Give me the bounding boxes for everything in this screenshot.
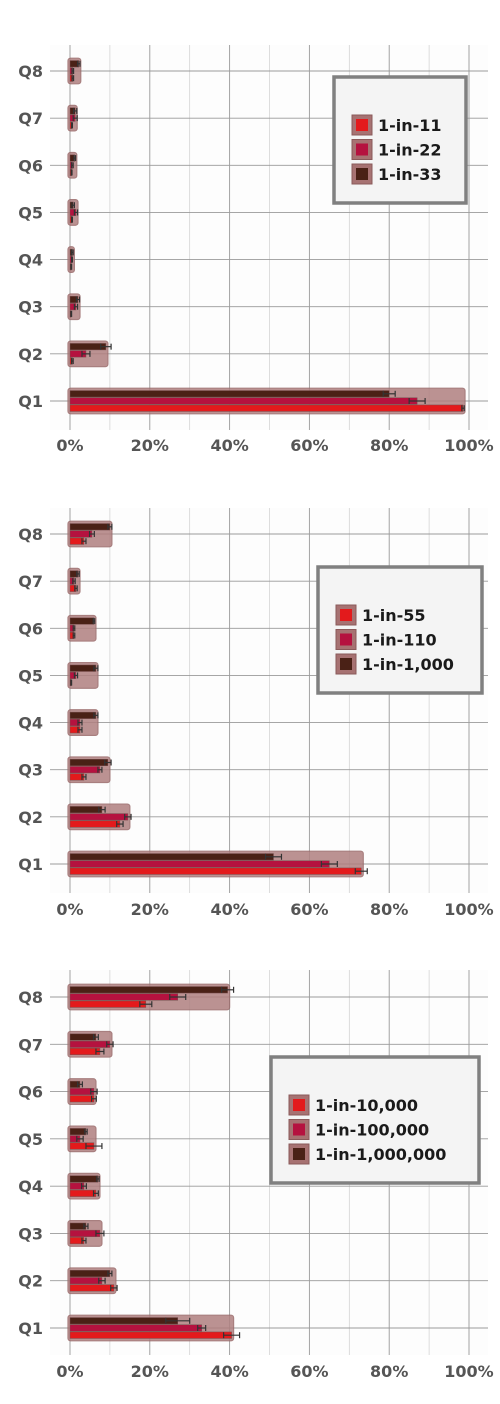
bar-1-in-10,000 xyxy=(69,1095,95,1103)
x-tick-label: 20% xyxy=(131,1362,169,1381)
bar-1-in-1,000,000 xyxy=(69,1270,111,1278)
bar-1-in-10,000 xyxy=(69,1331,232,1339)
y-tick-label: Q5 xyxy=(18,203,43,222)
x-tick-label: 40% xyxy=(210,1362,248,1381)
bar-1-in-100,000 xyxy=(69,1277,103,1285)
y-tick-label: Q6 xyxy=(18,156,43,175)
bar-1-in-33 xyxy=(69,390,390,398)
bar-1-in-110 xyxy=(69,813,129,821)
legend-swatch xyxy=(293,1148,305,1160)
bar-1-in-1,000 xyxy=(69,664,97,672)
bar-1-in-1,000 xyxy=(69,806,103,814)
bar-1-in-1,000,000 xyxy=(69,1175,99,1183)
bar-1-in-1,000 xyxy=(69,759,109,767)
bar-1-in-10,000 xyxy=(69,1284,115,1292)
legend-label: 1-in-11 xyxy=(378,116,442,135)
y-tick-label: Q2 xyxy=(18,1272,43,1291)
legend-swatch xyxy=(356,143,368,156)
bar-1-in-100,000 xyxy=(69,1324,202,1332)
bar-1-in-1,000,000 xyxy=(69,1317,178,1325)
bar-1-in-1,000 xyxy=(69,617,95,625)
y-tick-label: Q1 xyxy=(18,392,43,411)
x-tick-label: 80% xyxy=(370,436,408,455)
y-tick-label: Q8 xyxy=(18,988,43,1007)
x-tick-label: 80% xyxy=(370,900,408,919)
legend-label: 1-in-22 xyxy=(378,141,442,160)
x-tick-label: 20% xyxy=(131,436,169,455)
x-tick-label: 20% xyxy=(131,900,169,919)
legend-swatch xyxy=(340,609,352,621)
legend-swatch xyxy=(340,658,352,670)
y-tick-label: Q6 xyxy=(18,619,43,638)
y-tick-label: Q5 xyxy=(18,1130,43,1149)
chart-panel-1: Q1 Q2 Q3 Q4 Q5 Q6 Q7 Q8 0% 20% 40% 60% 80% 100% 1-in-1… xyxy=(18,45,494,455)
y-tick-label: Q6 xyxy=(18,1083,43,1102)
bar-1-in-1,000,000 xyxy=(69,1033,97,1041)
bar-1-in-55 xyxy=(69,867,362,875)
legend-label: 1-in-1,000,000 xyxy=(315,1145,446,1164)
y-tick-label: Q2 xyxy=(18,808,43,827)
x-tick-label: 60% xyxy=(290,1362,328,1381)
y-tick-label: Q8 xyxy=(18,62,43,81)
chart-panel-3: Q1 Q2 Q3 Q4 Q5 Q6 Q7 Q8 0% 20% 40% 60% 80% 100% 1-in-1… xyxy=(18,970,494,1381)
bar-1-in-10,000 xyxy=(69,1000,147,1008)
bar-1-in-100,000 xyxy=(69,993,178,1001)
y-tick-label: Q8 xyxy=(18,525,43,544)
y-tick-label: Q7 xyxy=(18,1035,43,1054)
x-tick-label: 60% xyxy=(290,436,328,455)
legend-swatch xyxy=(340,633,352,646)
legend-swatch xyxy=(293,1123,305,1136)
y-tick-label: Q1 xyxy=(18,1319,43,1338)
x-tick-label: 100% xyxy=(444,900,493,919)
y-tick-label: Q5 xyxy=(18,666,43,685)
bar-1-in-1,000 xyxy=(69,711,97,719)
legend-swatch xyxy=(293,1099,305,1111)
x-tick-label: 100% xyxy=(444,436,493,455)
legend-swatch xyxy=(356,119,368,131)
y-tick-label: Q4 xyxy=(18,1177,43,1196)
x-tick-label: 80% xyxy=(370,1362,408,1381)
bar-1-in-110 xyxy=(69,530,93,538)
legend-label: 1-in-10,000 xyxy=(315,1096,418,1115)
y-tick-label: Q4 xyxy=(18,251,43,270)
bar-1-in-1,000,000 xyxy=(69,1128,87,1136)
x-tick-label: 0% xyxy=(56,436,83,455)
legend-label: 1-in-1,000 xyxy=(362,655,454,674)
legend-swatch xyxy=(356,168,368,180)
x-tick-label: 0% xyxy=(56,1362,83,1381)
bar-1-in-110 xyxy=(69,860,330,868)
legend-label: 1-in-100,000 xyxy=(315,1121,429,1140)
bar-1-in-55 xyxy=(69,820,121,828)
x-tick-label: 40% xyxy=(210,900,248,919)
y-tick-label: Q3 xyxy=(18,761,43,780)
bar-1-in-1,000 xyxy=(69,853,274,861)
bar-1-in-110 xyxy=(69,766,101,774)
legend-label: 1-in-110 xyxy=(362,631,437,650)
x-tick-label: 40% xyxy=(210,436,248,455)
bar-1-in-1,000,000 xyxy=(69,986,228,994)
y-tick-label: Q1 xyxy=(18,855,43,874)
legend-label: 1-in-33 xyxy=(378,165,442,184)
y-tick-label: Q3 xyxy=(18,1224,43,1243)
bar-1-in-22 xyxy=(69,397,418,405)
y-tick-label: Q2 xyxy=(18,345,43,364)
bar-1-in-11 xyxy=(69,404,464,412)
x-tick-label: 0% xyxy=(56,900,83,919)
chart-panel-2: Q1 Q2 Q3 Q4 Q5 Q6 Q7 Q8 0% 20% 40% 60% 80% 100% 1-in-5… xyxy=(18,508,494,919)
bar-1-in-1,000 xyxy=(69,523,111,531)
x-tick-label: 60% xyxy=(290,900,328,919)
y-tick-label: Q4 xyxy=(18,714,43,733)
legend-label: 1-in-55 xyxy=(362,606,426,625)
y-tick-label: Q3 xyxy=(18,298,43,317)
y-tick-label: Q7 xyxy=(18,109,43,128)
x-tick-label: 100% xyxy=(444,1362,493,1381)
y-tick-label: Q7 xyxy=(18,572,43,591)
bar-1-in-100,000 xyxy=(69,1040,111,1048)
bar-1-in-10,000 xyxy=(69,1189,97,1197)
